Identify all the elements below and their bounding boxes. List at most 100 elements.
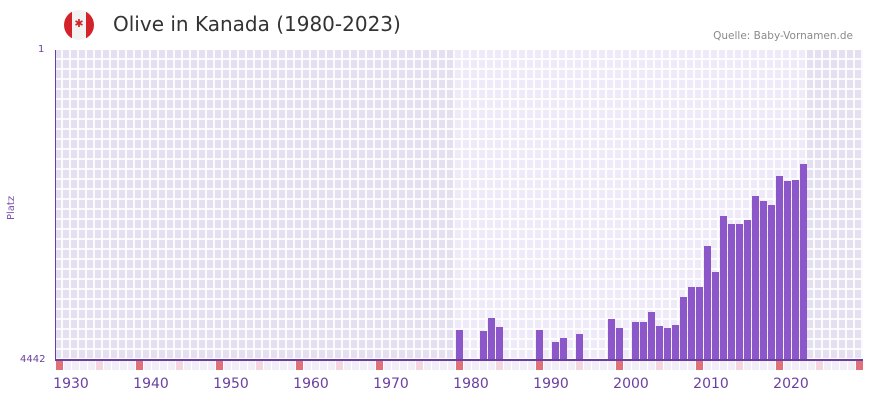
x-tick xyxy=(840,361,847,370)
bar-2011[interactable] xyxy=(720,216,727,360)
bar-2008[interactable] xyxy=(696,287,703,360)
bar-2021[interactable] xyxy=(800,164,807,360)
bar-2013[interactable] xyxy=(736,224,743,360)
bar-2001[interactable] xyxy=(640,322,647,360)
source-label: Quelle: Baby-Vornamen.de xyxy=(713,30,853,42)
x-tick xyxy=(624,361,631,370)
x-tick xyxy=(408,361,415,370)
x-label-2020: 2020 xyxy=(773,376,809,392)
x-tick xyxy=(112,361,119,370)
bar-2016[interactable] xyxy=(760,201,767,360)
bar-1978[interactable] xyxy=(456,330,463,360)
bar-1993[interactable] xyxy=(576,334,583,360)
x-tick xyxy=(776,361,783,370)
x-tick xyxy=(256,361,263,370)
x-tick xyxy=(504,361,511,370)
x-tick xyxy=(176,361,183,370)
x-label-1960: 1960 xyxy=(293,376,329,392)
x-tick xyxy=(392,361,399,370)
x-tick xyxy=(584,361,591,370)
x-tick xyxy=(728,361,735,370)
bar-1983[interactable] xyxy=(496,327,503,360)
x-tick xyxy=(456,361,463,370)
x-axis-line xyxy=(55,359,863,361)
x-tick xyxy=(400,361,407,370)
x-tick xyxy=(160,361,167,370)
x-label-1970: 1970 xyxy=(373,376,409,392)
bar-1981[interactable] xyxy=(480,331,487,360)
x-tick xyxy=(304,361,311,370)
y-axis-top-label: 1 xyxy=(38,44,45,55)
bar-2015[interactable] xyxy=(752,196,759,360)
bar-2019[interactable] xyxy=(784,181,791,360)
x-tick xyxy=(664,361,671,370)
x-tick xyxy=(608,361,615,370)
x-tick xyxy=(280,361,287,370)
y-axis-line xyxy=(55,50,56,360)
bar-2005[interactable] xyxy=(672,325,679,360)
x-tick xyxy=(648,361,655,370)
x-label-2010: 2010 xyxy=(693,376,729,392)
bar-1998[interactable] xyxy=(616,328,623,360)
bar-2012[interactable] xyxy=(728,224,735,360)
x-tick xyxy=(120,361,127,370)
x-tick xyxy=(80,361,87,370)
bar-1990[interactable] xyxy=(552,342,559,360)
x-tick xyxy=(784,361,791,370)
bar-2004[interactable] xyxy=(664,328,671,360)
bar-1988[interactable] xyxy=(536,330,543,360)
x-tick xyxy=(440,361,447,370)
bar-2006[interactable] xyxy=(680,297,687,360)
x-tick xyxy=(152,361,159,370)
bar-1997[interactable] xyxy=(608,319,615,360)
x-label-1990: 1990 xyxy=(533,376,569,392)
bar-2007[interactable] xyxy=(688,287,695,360)
bar-2014[interactable] xyxy=(744,220,751,360)
x-tick xyxy=(536,361,543,370)
x-tick xyxy=(312,361,319,370)
x-tick xyxy=(248,361,255,370)
x-tick xyxy=(72,361,79,370)
bar-2017[interactable] xyxy=(768,205,775,360)
bar-2003[interactable] xyxy=(656,326,663,360)
bar-2020[interactable] xyxy=(792,180,799,360)
x-tick xyxy=(824,361,831,370)
x-tick xyxy=(712,361,719,370)
x-tick xyxy=(552,361,559,370)
bar-2018[interactable] xyxy=(776,176,783,360)
x-tick xyxy=(192,361,199,370)
x-tick xyxy=(64,361,71,370)
x-tick xyxy=(232,361,239,370)
x-tick xyxy=(488,361,495,370)
bar-1982[interactable] xyxy=(488,318,495,360)
x-tick xyxy=(816,361,823,370)
y-axis-bottom-label: 4442 xyxy=(20,354,46,365)
x-tick xyxy=(272,361,279,370)
x-tick xyxy=(200,361,207,370)
x-tick xyxy=(744,361,751,370)
x-label-1980: 1980 xyxy=(453,376,489,392)
x-tick xyxy=(696,361,703,370)
bar-2002[interactable] xyxy=(648,312,655,360)
plot-area xyxy=(55,50,863,360)
x-tick xyxy=(800,361,807,370)
bar-2010[interactable] xyxy=(712,272,719,360)
x-tick xyxy=(720,361,727,370)
x-tick xyxy=(576,361,583,370)
bar-1991[interactable] xyxy=(560,338,567,360)
x-tick xyxy=(56,361,63,370)
x-tick xyxy=(568,361,575,370)
x-tick xyxy=(360,361,367,370)
x-tick xyxy=(704,361,711,370)
bar-2000[interactable] xyxy=(632,322,639,360)
bar-2009[interactable] xyxy=(704,246,711,360)
x-tick xyxy=(544,361,551,370)
x-tick xyxy=(600,361,607,370)
x-tick xyxy=(216,361,223,370)
x-label-1950: 1950 xyxy=(213,376,249,392)
x-tick xyxy=(656,361,663,370)
x-tick xyxy=(560,361,567,370)
x-tick xyxy=(856,361,863,370)
x-label-1930: 1930 xyxy=(53,376,89,392)
x-tick xyxy=(336,361,343,370)
